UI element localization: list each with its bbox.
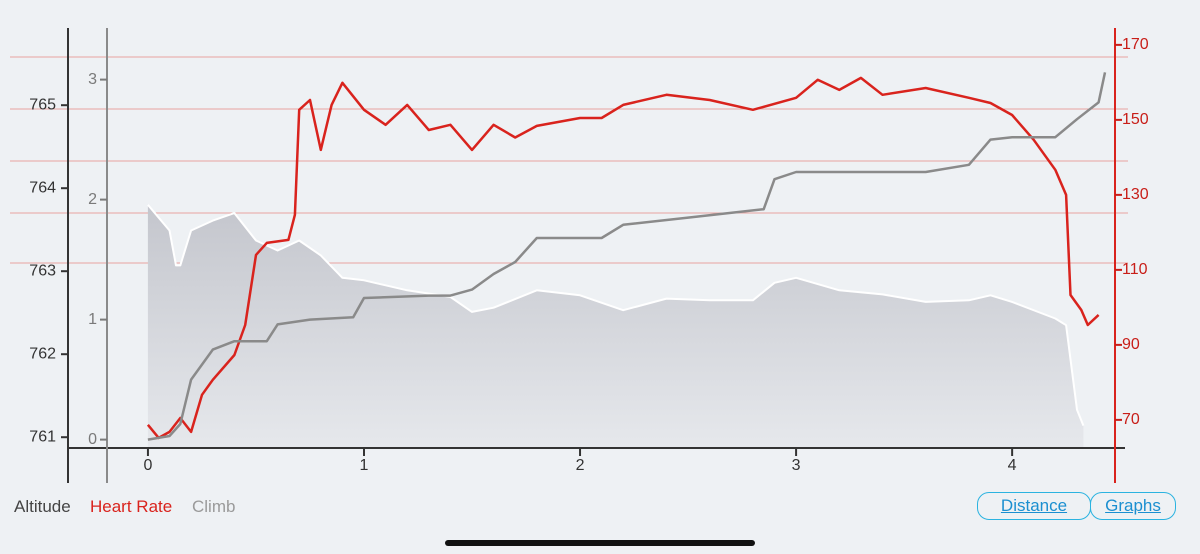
y-tick-label: 170	[1122, 36, 1149, 53]
y-tick-label: 762	[29, 345, 56, 362]
line	[146, 76, 1100, 440]
x-tick-label: 3	[792, 457, 801, 474]
line	[147, 72, 1107, 441]
legend-entry: Climb	[192, 497, 236, 516]
y-tick-label: 70	[1122, 411, 1140, 428]
legend-entry: Altitude	[14, 497, 71, 516]
y-tick-label: 761	[29, 428, 56, 445]
y-tick-label: 90	[1122, 336, 1140, 353]
plot	[146, 72, 1107, 448]
y-tick-label: 150	[1122, 111, 1149, 128]
x-tick-label: 2	[576, 457, 585, 474]
guide-lines	[10, 56, 1128, 264]
area	[147, 204, 1084, 448]
y-tick-label: 763	[29, 262, 56, 279]
x-tick-label: 4	[1008, 457, 1017, 474]
y-tick-label: 1	[88, 311, 97, 328]
x-tick-label: 0	[143, 457, 152, 474]
y-tick-label: 765	[29, 96, 56, 113]
home-indicator	[445, 540, 755, 546]
x-tick-label: 1	[360, 457, 369, 474]
graphs-button[interactable]: Graphs	[1090, 492, 1176, 520]
y-tick-label: 130	[1122, 186, 1149, 203]
y-tick-label: 764	[29, 179, 56, 196]
line	[147, 204, 1085, 426]
y-tick-label: 110	[1122, 261, 1148, 278]
y-tick-label: 3	[88, 71, 97, 88]
legend-entry: Heart Rate	[90, 497, 173, 516]
y-tick-label: 2	[88, 191, 97, 208]
y-tick-label: 0	[88, 431, 97, 448]
distance-button[interactable]: Distance	[977, 492, 1091, 520]
